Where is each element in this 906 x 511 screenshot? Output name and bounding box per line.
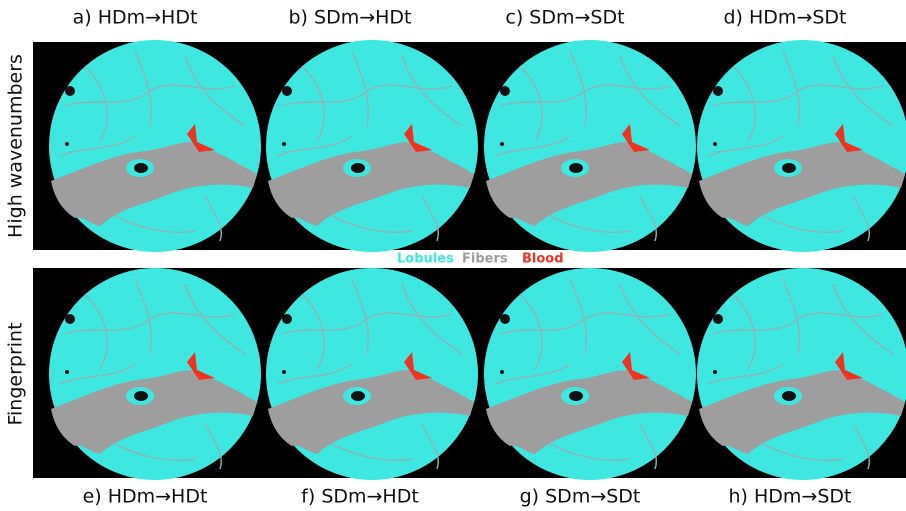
- panel-label: d) HDm→SDt: [724, 7, 847, 29]
- panel-label: c) SDm→SDt: [505, 7, 624, 29]
- panel-label: e) HDm→HDt: [83, 486, 208, 508]
- segmentation-map: [49, 40, 261, 252]
- panel-label: f) SDm→HDt: [301, 486, 419, 508]
- legend-entry: Lobules: [397, 252, 454, 267]
- segmentation-map: [49, 268, 261, 480]
- segmentation-map: [266, 268, 478, 480]
- segmentation-map: [697, 40, 906, 252]
- segmentation-map: [484, 40, 696, 252]
- legend-entry: Blood: [522, 252, 564, 267]
- panel-label: a) HDm→HDt: [73, 7, 198, 29]
- figure: a) HDm→HDt b) SDm→HDt c) SDm→SDt d) HDm→…: [0, 0, 906, 511]
- panel-label: g) SDm→SDt: [520, 486, 641, 508]
- segmentation-map: [484, 268, 696, 480]
- segmentation-map: [697, 268, 906, 480]
- row-label: High wavenumbers: [5, 54, 27, 238]
- legend-entry: Fibers: [462, 252, 508, 267]
- segmentation-map: [266, 40, 478, 252]
- row-label: Fingerprint: [5, 322, 27, 425]
- panel-label: h) HDm→SDt: [729, 486, 852, 508]
- panel-label: b) SDm→HDt: [289, 7, 412, 29]
